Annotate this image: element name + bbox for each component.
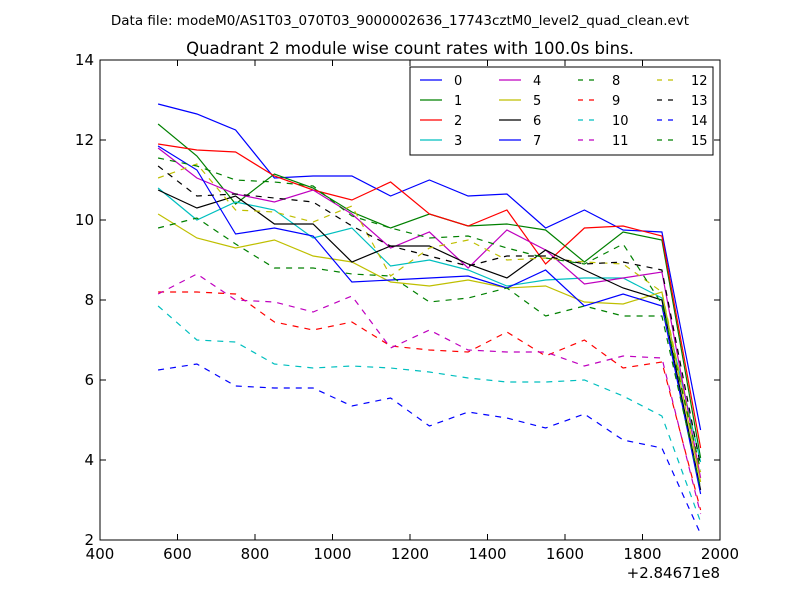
chart-title: Quadrant 2 module wise count rates with … (186, 39, 634, 58)
legend-label-15: 15 (691, 134, 708, 149)
legend-label-14: 14 (691, 114, 708, 129)
y-tick-label: 8 (84, 291, 94, 309)
legend-label-13: 13 (691, 94, 708, 109)
legend-label-1: 1 (454, 94, 462, 109)
legend-label-3: 3 (454, 134, 462, 149)
series-line-9 (158, 291, 702, 511)
y-tick-label: 12 (75, 131, 94, 149)
series-line-3 (157, 187, 702, 463)
x-axis-offset-label: +2.84671e8 (627, 564, 720, 582)
series-line-11 (157, 273, 702, 515)
y-tick-label: 10 (75, 211, 94, 229)
legend-label-7: 7 (533, 134, 541, 149)
y-tick-label: 4 (84, 451, 94, 469)
x-tick-label: 1000 (313, 545, 351, 563)
x-tick-label: 400 (86, 545, 115, 563)
legend-label-2: 2 (454, 114, 462, 129)
x-tick-label: 800 (241, 545, 270, 563)
series-line-0 (157, 103, 702, 431)
series-line-5 (157, 213, 702, 483)
x-tick-label: 1200 (391, 545, 429, 563)
y-tick-label: 14 (75, 51, 94, 69)
legend-label-0: 0 (454, 74, 462, 89)
series-line-2 (158, 143, 702, 449)
y-tick-label: 2 (84, 531, 94, 549)
legend-label-11: 11 (612, 134, 629, 149)
legend-label-5: 5 (533, 94, 541, 109)
series-layer (157, 103, 702, 535)
x-tick-label: 1800 (623, 545, 661, 563)
series-line-10 (157, 305, 702, 523)
series-line-4 (157, 147, 702, 479)
series-line-12 (157, 163, 702, 473)
series-line-13 (157, 165, 702, 467)
legend-label-10: 10 (612, 114, 629, 129)
chart-suptitle: Data file: modeM0/AS1T03_070T03_90000026… (111, 13, 689, 29)
x-tick-label: 1400 (468, 545, 506, 563)
legend-label-9: 9 (612, 94, 620, 109)
series-line-15 (157, 157, 702, 471)
legend-label-8: 8 (612, 74, 620, 89)
legend-label-12: 12 (691, 74, 708, 89)
x-tick-label: 1600 (546, 545, 584, 563)
y-tick-label: 6 (84, 371, 94, 389)
legend-label-4: 4 (533, 74, 541, 89)
legend-box (409, 66, 714, 156)
series-line-8 (157, 217, 702, 489)
x-tick-label: 600 (163, 545, 192, 563)
series-line-1 (157, 123, 702, 459)
series-line-7 (157, 145, 702, 495)
legend-label-6: 6 (533, 114, 541, 129)
axis-ticks: 400 600 800 1000 1200 1400 1600 1800 20002468101… (75, 51, 739, 563)
series-line-14 (158, 363, 702, 535)
x-tick-label: 2000 (701, 545, 739, 563)
series-line-6 (157, 189, 702, 491)
